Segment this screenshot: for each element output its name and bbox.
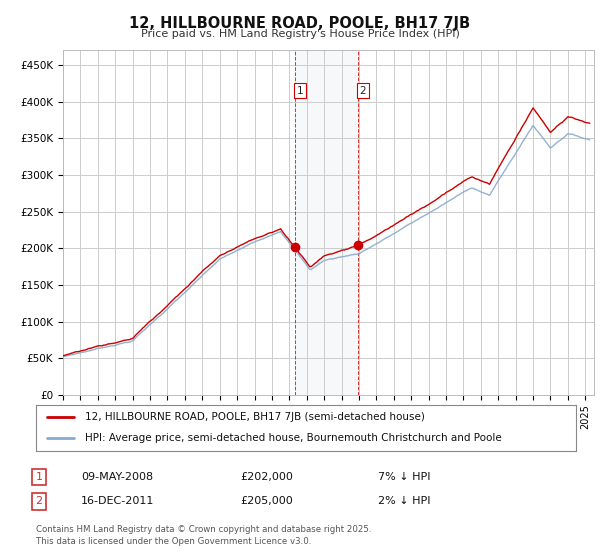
- Text: 7% ↓ HPI: 7% ↓ HPI: [378, 472, 431, 482]
- Text: 1: 1: [297, 86, 304, 96]
- Text: Price paid vs. HM Land Registry's House Price Index (HPI): Price paid vs. HM Land Registry's House …: [140, 29, 460, 39]
- Text: 12, HILLBOURNE ROAD, POOLE, BH17 7JB: 12, HILLBOURNE ROAD, POOLE, BH17 7JB: [130, 16, 470, 31]
- Text: 1: 1: [35, 472, 43, 482]
- Text: £205,000: £205,000: [240, 496, 293, 506]
- Bar: [295, 50, 358, 395]
- Text: £202,000: £202,000: [240, 472, 293, 482]
- Text: 12, HILLBOURNE ROAD, POOLE, BH17 7JB (semi-detached house): 12, HILLBOURNE ROAD, POOLE, BH17 7JB (se…: [85, 412, 424, 422]
- Text: Contains HM Land Registry data © Crown copyright and database right 2025.
This d: Contains HM Land Registry data © Crown c…: [36, 525, 371, 546]
- Text: 16-DEC-2011: 16-DEC-2011: [81, 496, 154, 506]
- Text: HPI: Average price, semi-detached house, Bournemouth Christchurch and Poole: HPI: Average price, semi-detached house,…: [85, 433, 502, 444]
- Text: 2: 2: [35, 496, 43, 506]
- Text: 2% ↓ HPI: 2% ↓ HPI: [378, 496, 431, 506]
- Text: 2: 2: [359, 86, 366, 96]
- Text: 09-MAY-2008: 09-MAY-2008: [81, 472, 153, 482]
